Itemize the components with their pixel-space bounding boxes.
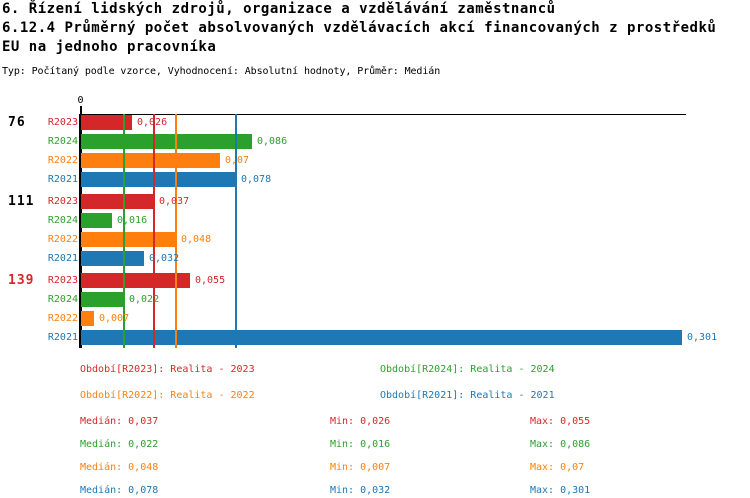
group-label: 111	[8, 194, 35, 209]
series-label: R2024	[47, 136, 78, 147]
bar	[81, 134, 252, 149]
bar	[81, 311, 94, 326]
series-label: R2024	[47, 215, 78, 226]
bar	[81, 251, 144, 266]
legend-item-r2024: Období[R2024]: Realita - 2024	[380, 364, 555, 375]
stat-min-r2023: Min: 0,026	[330, 416, 391, 427]
indicator-title-line2: EU na jednoho pracovníka	[2, 39, 217, 55]
series-label: R2022	[47, 234, 78, 245]
series-label: R2023	[47, 196, 78, 207]
x-axis-zero-tick	[80, 106, 82, 114]
bar	[81, 213, 112, 228]
bar	[81, 153, 220, 168]
bar-value-label: 0,016	[117, 215, 148, 226]
stat-median-r2023: Medián: 0,037	[80, 416, 159, 427]
stat-min-r2021: Min: 0,032	[330, 485, 391, 496]
bar	[81, 292, 124, 307]
y-axis-line	[79, 114, 82, 348]
median-gridline-r2023	[153, 114, 155, 348]
legend-item-r2022: Období[R2022]: Realita - 2022	[80, 390, 255, 401]
bar	[81, 172, 236, 187]
series-label: R2021	[47, 253, 78, 264]
x-axis-line	[80, 114, 686, 115]
bar	[81, 194, 154, 209]
bar	[81, 232, 176, 247]
median-gridline-r2022	[175, 114, 177, 348]
series-label: R2024	[47, 294, 78, 305]
bar	[81, 330, 682, 345]
stat-median-r2024: Medián: 0,022	[80, 439, 159, 450]
stat-max-r2022: Max: 0,07	[530, 462, 585, 473]
stat-median-r2021: Medián: 0,078	[80, 485, 159, 496]
bar	[81, 115, 132, 130]
series-label: R2021	[47, 174, 78, 185]
stat-max-r2024: Max: 0,086	[530, 439, 591, 450]
x-axis-zero-tick-label: 0	[77, 95, 84, 106]
series-label: R2022	[47, 155, 78, 166]
bar-value-label: 0,086	[257, 136, 288, 147]
group-label: 139	[8, 273, 35, 288]
series-label: R2022	[47, 313, 78, 324]
bar-value-label: 0,07	[225, 155, 250, 166]
bar-value-label: 0,048	[181, 234, 212, 245]
stat-min-r2024: Min: 0,016	[330, 439, 391, 450]
series-label: R2021	[47, 332, 78, 343]
stat-max-r2023: Max: 0,055	[530, 416, 591, 427]
median-gridline-r2024	[123, 114, 125, 348]
indicator-meta: Typ: Počítaný podle vzorce, Vyhodnocení:…	[2, 66, 441, 77]
group-label: 76	[8, 115, 26, 130]
bar	[81, 273, 190, 288]
bar-value-label: 0,007	[99, 313, 130, 324]
stat-max-r2021: Max: 0,301	[530, 485, 591, 496]
bar-value-label: 0,022	[129, 294, 160, 305]
legend-item-r2023: Období[R2023]: Realita - 2023	[80, 364, 255, 375]
bar-value-label: 0,078	[241, 174, 272, 185]
median-gridline-r2021	[235, 114, 237, 348]
legend-item-r2021: Období[R2021]: Realita - 2021	[380, 390, 555, 401]
series-label: R2023	[47, 275, 78, 286]
report-section-title: 6. Řízení lidských zdrojů, organizace a …	[2, 1, 556, 17]
bar-value-label: 0,032	[149, 253, 180, 264]
indicator-title-line1: 6.12.4 Průměrný počet absolvovaných vzdě…	[2, 20, 717, 36]
bar-value-label: 0,301	[687, 332, 718, 343]
bar-value-label: 0,055	[195, 275, 226, 286]
stat-median-r2022: Medián: 0,048	[80, 462, 159, 473]
bar-value-label: 0,026	[137, 117, 168, 128]
bar-value-label: 0,037	[159, 196, 190, 207]
series-label: R2023	[47, 117, 78, 128]
stat-min-r2022: Min: 0,007	[330, 462, 391, 473]
